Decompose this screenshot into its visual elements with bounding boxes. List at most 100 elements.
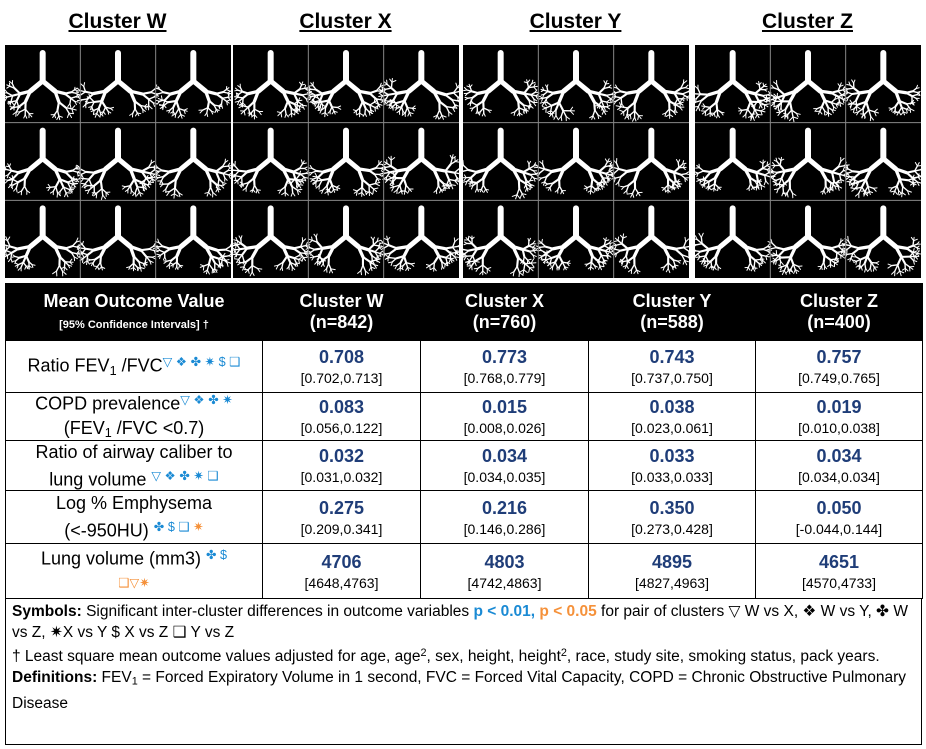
- airway-branch: [887, 265, 893, 269]
- airway-tree: [695, 50, 772, 121]
- airway-branch: [745, 108, 749, 115]
- airway-branch: [867, 185, 875, 189]
- airway-branch: [237, 176, 243, 182]
- airway-branch: [277, 112, 282, 117]
- airway-branch: [869, 261, 872, 269]
- airway-branch: [534, 173, 539, 176]
- airway-branch: [298, 184, 302, 189]
- airway-branch: [908, 266, 914, 270]
- text-segment: ✤ $: [206, 548, 228, 563]
- airway-branch: [373, 99, 379, 103]
- airway-branch: [463, 249, 470, 255]
- airway-branch: [699, 93, 710, 96]
- airway-branch: [635, 192, 639, 197]
- airway-branch: [912, 239, 915, 247]
- airway-branch: [203, 269, 208, 273]
- airway-tree: [233, 205, 311, 277]
- airway-branch: [606, 177, 610, 182]
- airway-branch: [539, 246, 547, 249]
- airway-branch: [5, 179, 9, 181]
- airway-branch: [140, 170, 148, 179]
- airway-branch: [529, 173, 535, 179]
- airway-branch: [533, 177, 539, 180]
- airway-branch: [557, 101, 565, 112]
- airway-branch: [850, 252, 854, 259]
- airway-branch: [457, 96, 459, 98]
- airway-branch: [5, 165, 7, 170]
- mean-value: 0.350: [649, 497, 695, 518]
- airway-branch: [384, 87, 393, 91]
- airway-branch: [699, 260, 704, 263]
- airway-branch: [140, 178, 147, 184]
- airway-branch: [375, 98, 383, 101]
- airway-branch: [541, 242, 547, 248]
- mean-value: 4706: [321, 551, 362, 572]
- value-cell: 0.743 [0.737,0.750]: [588, 340, 756, 393]
- airway-branch: [472, 102, 478, 106]
- value-cell: 4803 [4742,4863]: [420, 543, 589, 599]
- airway-branch: [891, 185, 898, 189]
- airway-branch: [897, 264, 901, 272]
- airway-branch: [96, 266, 100, 271]
- airway-branch: [545, 257, 553, 261]
- airway-branch: [475, 110, 478, 115]
- airway-branch: [755, 184, 758, 189]
- airway-branch: [854, 186, 863, 190]
- airway-branch: [614, 237, 619, 242]
- airway-branch: [586, 185, 593, 189]
- airway-branch: [898, 178, 909, 182]
- airway-branch: [463, 255, 468, 261]
- airway-branch: [115, 78, 133, 94]
- airway-branch: [758, 82, 762, 86]
- airway-branch: [621, 255, 627, 261]
- airway-branch: [782, 184, 785, 193]
- airway-branch: [352, 189, 358, 192]
- airway-branch: [709, 254, 718, 263]
- airway-branch: [76, 87, 81, 92]
- airway-branch: [168, 244, 183, 251]
- airway-branch: [298, 258, 303, 261]
- airway-branch: [214, 170, 221, 180]
- airway-branch: [166, 264, 170, 268]
- airway-branch: [9, 245, 20, 250]
- airway-branch: [839, 84, 844, 87]
- airway-branch: [87, 189, 90, 195]
- airway-branch: [748, 254, 752, 264]
- airway-branch: [418, 78, 437, 94]
- airway-branch: [174, 266, 178, 270]
- airway-branch: [247, 269, 250, 274]
- airway-branch: [855, 192, 860, 197]
- airway-branch: [911, 102, 915, 106]
- airway-branch: [781, 114, 786, 119]
- airway-branch: [115, 156, 133, 172]
- airway-branch: [847, 240, 853, 247]
- text-line: Lung volume (mm3) ✤ $: [6, 543, 262, 571]
- airway-branch: [190, 156, 209, 172]
- airway-branch: [850, 181, 855, 185]
- airway-branch: [321, 89, 336, 96]
- airway-branch: [517, 178, 527, 185]
- airway-branch: [163, 256, 166, 261]
- airway-branch: [438, 109, 443, 117]
- airway-branch: [597, 92, 608, 97]
- airway-branch: [620, 97, 623, 105]
- column-n: (n=400): [807, 312, 871, 332]
- airway-branch: [479, 270, 484, 275]
- text-segment: , sex, height, height: [426, 647, 561, 665]
- airway-branch: [284, 178, 290, 188]
- airway-branch: [685, 173, 689, 175]
- airway-branch: [149, 172, 157, 176]
- airway-branch: [301, 162, 307, 165]
- airway-branch: [561, 156, 579, 172]
- airway-branch: [227, 165, 231, 169]
- mean-value: 0.773: [481, 347, 528, 367]
- airway-branch: [368, 266, 372, 271]
- airway-branch: [255, 233, 274, 250]
- airway-branch: [356, 167, 364, 182]
- airway-branch: [540, 175, 548, 179]
- airway-branch: [894, 190, 898, 195]
- airway-branch: [442, 182, 446, 189]
- airway-branch: [142, 187, 146, 192]
- airway-branch: [375, 258, 381, 261]
- airway-branch: [222, 172, 230, 176]
